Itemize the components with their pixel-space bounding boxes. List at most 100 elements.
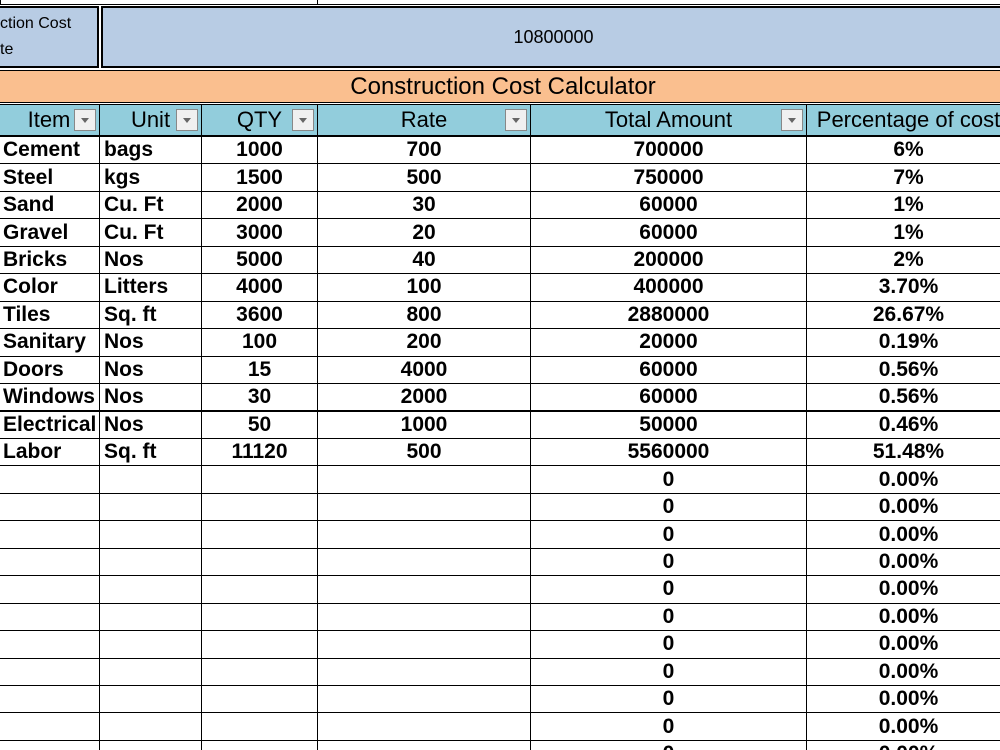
cell-percentage: 51.48% <box>806 437 1000 467</box>
empty-cell <box>317 547 531 577</box>
cell-percentage: 2% <box>806 245 1000 275</box>
filter-dropdown[interactable] <box>74 109 96 131</box>
cell-percentage: 0.56% <box>806 383 1000 412</box>
empty-cell <box>201 739 318 750</box>
cell-rate: 500 <box>317 163 531 192</box>
cell-rate: 4000 <box>317 355 531 385</box>
cell-rate: 20 <box>317 218 531 247</box>
empty-cell <box>201 657 318 686</box>
filter-dropdown[interactable] <box>176 109 198 131</box>
cell-percentage: 0.00% <box>806 547 1000 577</box>
empty-cell <box>99 657 202 686</box>
empty-cell <box>317 492 531 522</box>
cell-total: 0 <box>530 712 807 741</box>
empty-cell <box>0 712 100 741</box>
empty-cell <box>0 520 100 549</box>
cell-qty: 11120 <box>201 437 318 467</box>
cell <box>0 0 318 5</box>
cell-unit: Cu. Ft <box>99 190 202 220</box>
empty-cell <box>0 685 100 714</box>
cell-percentage: 0.00% <box>806 739 1000 750</box>
cell-total: 700000 <box>530 136 807 165</box>
cell-item: Color <box>0 273 100 302</box>
cell-percentage: 0.56% <box>806 355 1000 385</box>
column-header: QTY <box>201 104 318 136</box>
empty-cell <box>317 575 531 604</box>
cell-total: 2880000 <box>530 300 807 330</box>
cell-unit: Sq. ft <box>99 300 202 330</box>
cell-rate: 100 <box>317 273 531 302</box>
cell-qty: 100 <box>201 328 318 357</box>
cell-unit: Nos <box>99 355 202 385</box>
empty-cell <box>99 630 202 659</box>
cell-percentage: 0.19% <box>806 328 1000 357</box>
cell-percentage: 0.00% <box>806 575 1000 604</box>
cell-item: Windows <box>0 383 100 412</box>
table-title: Construction Cost Calculator <box>0 70 1000 103</box>
column-header: Total Amount <box>530 104 807 136</box>
empty-cell <box>317 657 531 686</box>
empty-cell <box>201 575 318 604</box>
cell-unit: Nos <box>99 328 202 357</box>
cell-percentage: 0.00% <box>806 630 1000 659</box>
empty-cell <box>99 575 202 604</box>
cell-unit: Nos <box>99 383 202 412</box>
cell-rate: 1000 <box>317 410 531 439</box>
cell-item: Sand <box>0 190 100 220</box>
cell-total: 60000 <box>530 218 807 247</box>
empty-cell <box>317 465 531 494</box>
cell-item: Tiles <box>0 300 100 330</box>
cell-percentage: 1% <box>806 218 1000 247</box>
filter-dropdown[interactable] <box>781 109 803 131</box>
cell-qty: 30 <box>201 383 318 412</box>
empty-cell <box>99 685 202 714</box>
cell-item: Steel <box>0 163 100 192</box>
filter-dropdown[interactable] <box>505 109 527 131</box>
cell-percentage: 0.00% <box>806 602 1000 632</box>
cell-item: Bricks <box>0 245 100 275</box>
info-label-line: ction Cost <box>0 15 72 32</box>
cell-unit: kgs <box>99 163 202 192</box>
filter-dropdown[interactable] <box>292 109 314 131</box>
cell-total: 0 <box>530 657 807 686</box>
empty-cell <box>0 602 100 632</box>
cell-total: 0 <box>530 630 807 659</box>
cell-total: 20000 <box>530 328 807 357</box>
column-header: Item <box>0 104 100 136</box>
cell-total: 60000 <box>530 383 807 412</box>
cell-percentage: 0.46% <box>806 410 1000 439</box>
empty-cell <box>99 465 202 494</box>
cell-qty: 2000 <box>201 190 318 220</box>
empty-cell <box>99 602 202 632</box>
cell-rate: 200 <box>317 328 531 357</box>
empty-cell <box>99 492 202 522</box>
empty-cell <box>201 630 318 659</box>
cell-total: 750000 <box>530 163 807 192</box>
cell-item: Labor <box>0 437 100 467</box>
cell-total: 0 <box>530 739 807 750</box>
empty-cell <box>0 739 100 750</box>
cell-item: Doors <box>0 355 100 385</box>
cell-percentage: 1% <box>806 190 1000 220</box>
cell-unit: Litters <box>99 273 202 302</box>
cell-percentage: 0.00% <box>806 520 1000 549</box>
empty-cell <box>201 492 318 522</box>
cell-unit: Sq. ft <box>99 437 202 467</box>
column-header: Unit <box>99 104 202 136</box>
cell-unit: Cu. Ft <box>99 218 202 247</box>
cell-unit: Nos <box>99 245 202 275</box>
cell-rate: 500 <box>317 437 531 467</box>
cell-percentage: 0.00% <box>806 712 1000 741</box>
empty-cell <box>317 520 531 549</box>
empty-cell <box>0 547 100 577</box>
empty-cell <box>99 520 202 549</box>
cell-qty: 5000 <box>201 245 318 275</box>
column-header: Rate <box>317 104 531 136</box>
column-header: Percentage of cost <box>806 104 1000 136</box>
cell-qty: 15 <box>201 355 318 385</box>
empty-cell <box>201 685 318 714</box>
cell-unit: Nos <box>99 410 202 439</box>
cell-percentage: 0.00% <box>806 657 1000 686</box>
cell-item: Gravel <box>0 218 100 247</box>
